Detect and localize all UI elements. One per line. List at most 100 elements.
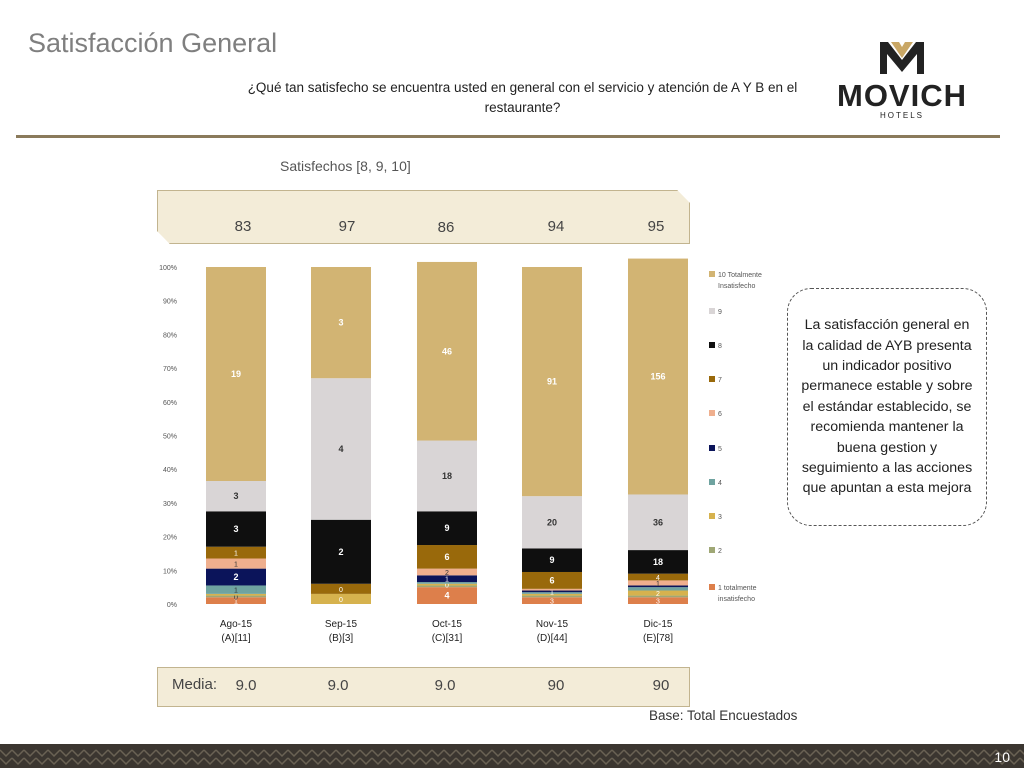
- x-tick-label: Nov-15: [536, 619, 569, 630]
- insight-callout: La satisfacción general en la calidad de…: [787, 288, 987, 526]
- bar-segment: [311, 593, 371, 604]
- survey-question: ¿Qué tan satisfecho se encuentra usted e…: [247, 80, 798, 115]
- legend-label: 6: [718, 411, 722, 418]
- legend-swatch: [709, 445, 715, 451]
- bar-segment: [206, 546, 266, 559]
- data-label: 46: [442, 346, 452, 356]
- x-tick-label: Ago-15: [220, 619, 253, 630]
- y-tick-label: 0%: [167, 602, 177, 609]
- bar-segment: [417, 585, 477, 588]
- legend-swatch: [709, 342, 715, 348]
- page-number: 10: [994, 749, 1010, 765]
- data-label: 20: [547, 517, 557, 527]
- bar-segment: [628, 550, 688, 574]
- bar-segment: [522, 593, 582, 596]
- data-label: 1: [234, 599, 238, 606]
- header-rule: [16, 135, 1000, 138]
- bar-segment: [417, 261, 477, 441]
- bar-segment: [522, 548, 582, 572]
- legend-swatch: [709, 376, 715, 382]
- bar-segment: [522, 595, 582, 598]
- data-label: 2: [233, 572, 238, 582]
- legend-swatch: [709, 410, 715, 416]
- stacked-bar-chart: 0%10%20%30%40%50%60%70%80%90%100%1012113…: [159, 258, 762, 644]
- logo-subtext: HOTELS: [880, 111, 924, 120]
- bar-segment: [206, 511, 266, 547]
- data-label: 0: [339, 602, 343, 609]
- legend-swatch: [709, 479, 715, 485]
- x-tick-label: (D)[44]: [537, 633, 568, 644]
- legend-label: 7: [718, 377, 722, 384]
- x-tick-label: (A)[11]: [221, 633, 250, 644]
- media-value: 90: [547, 677, 565, 694]
- satisfied-value: 83: [234, 218, 252, 235]
- satisfied-value: 95: [647, 218, 665, 235]
- data-label: 91: [547, 377, 557, 387]
- bar-segment: [311, 267, 371, 379]
- bar-segment: [628, 590, 688, 596]
- data-label: 3: [656, 599, 660, 606]
- y-tick-label: 10%: [163, 568, 177, 575]
- bar-segment: [522, 597, 582, 604]
- bar-segment: [206, 480, 266, 512]
- x-tick-label: (B)[3]: [329, 633, 354, 644]
- y-tick-label: 70%: [163, 366, 177, 373]
- bar-segment: [628, 587, 688, 591]
- bar-segment: [417, 440, 477, 512]
- data-label: 9: [444, 523, 449, 533]
- data-label: 2: [445, 570, 449, 577]
- x-tick-label: (E)[78]: [643, 633, 673, 644]
- footer-pattern: [0, 744, 1024, 768]
- data-label: 9: [549, 555, 554, 565]
- legend-label: 1 totalmente: [718, 585, 757, 592]
- bar-segment: [522, 496, 582, 549]
- data-label: 3: [233, 491, 238, 501]
- bar-segment: [206, 568, 266, 586]
- data-label: 1: [234, 588, 238, 595]
- data-label: 4: [656, 575, 660, 582]
- bar-segment: [628, 494, 688, 551]
- data-label: 18: [653, 557, 663, 567]
- data-label: 0: [339, 597, 343, 604]
- bar-segment: [311, 378, 371, 520]
- callout-text: La satisfacción general en la calidad de…: [801, 317, 973, 497]
- data-label: 156: [650, 372, 665, 382]
- satisfied-value: 94: [547, 218, 565, 235]
- legend-swatch: [709, 308, 715, 314]
- bar-segment: [522, 592, 582, 594]
- data-label: 3: [338, 318, 343, 328]
- data-label: 1: [445, 577, 449, 584]
- y-tick-label: 30%: [163, 501, 177, 508]
- bar-segment: [311, 583, 371, 594]
- legend-swatch: [709, 547, 715, 553]
- data-label: 1: [234, 551, 238, 558]
- bar-segment: [417, 582, 477, 584]
- bar-segment: [628, 258, 688, 495]
- bar-segment: [417, 511, 477, 546]
- movich-logo: MOVICH HOTELS: [837, 42, 966, 120]
- bar-segment: [522, 571, 582, 589]
- data-label: 1: [656, 581, 660, 588]
- y-tick-label: 90%: [163, 299, 177, 306]
- y-tick-label: 60%: [163, 400, 177, 407]
- data-label: 2: [338, 547, 343, 557]
- bar-segment: [628, 597, 688, 604]
- bar-segment: [628, 595, 688, 598]
- y-tick-label: 20%: [163, 535, 177, 542]
- x-tick-label: Sep-15: [325, 619, 358, 630]
- bar-segment: [417, 587, 477, 604]
- x-tick-label: Oct-15: [432, 619, 462, 630]
- media-value: 9.0: [235, 677, 257, 694]
- base-note: Base: Total Encuestados: [649, 708, 798, 723]
- data-label: 0: [339, 587, 343, 594]
- data-label: 1: [550, 589, 554, 596]
- legend-label: 9: [718, 309, 722, 316]
- bar-segment: [311, 519, 371, 584]
- bar-segment: [522, 588, 582, 591]
- legend-swatch: [709, 584, 715, 590]
- bar-segment: [206, 558, 266, 569]
- satisfied-label: Satisfechos [8, 9, 10]: [280, 158, 411, 174]
- bar-segment: [206, 267, 266, 481]
- legend-label: 8: [718, 343, 722, 350]
- data-label: 0: [234, 594, 238, 601]
